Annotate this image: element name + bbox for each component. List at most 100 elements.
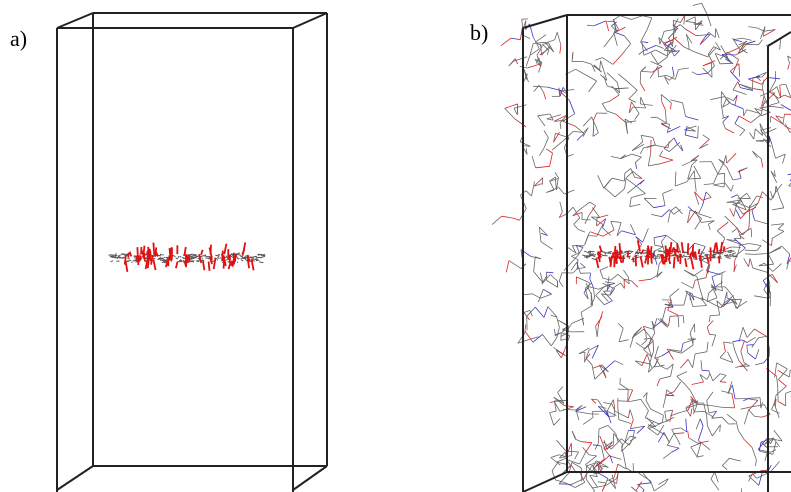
solvent-bond (742, 37, 752, 41)
solvent-bond (617, 323, 624, 329)
solvent-bond (533, 177, 543, 187)
sheet-bond (260, 254, 266, 257)
sheet-bond (182, 260, 186, 263)
simulation-box-a (56, 12, 328, 492)
solvent-bond (771, 273, 778, 284)
sheet-bond (175, 257, 179, 260)
solvent-bond (573, 217, 581, 225)
solvent-bond (695, 210, 702, 223)
solvent-bond (593, 364, 603, 369)
solvent-bond (722, 115, 729, 123)
solvent-bond (605, 444, 614, 450)
solvent-bond (739, 83, 754, 90)
solvent-bond (743, 439, 753, 448)
solvent-bond (556, 327, 560, 338)
solvent-bond (664, 76, 670, 81)
solvent-bond (751, 404, 765, 408)
solvent-bond (606, 72, 618, 83)
solvent-bond (611, 21, 617, 27)
solvent-bond (675, 181, 688, 187)
solvent-bond (573, 224, 579, 230)
solvent-bond (542, 42, 549, 45)
sheet-bond (252, 256, 255, 259)
solvent-bond (748, 409, 755, 417)
sheet-bond (255, 259, 260, 261)
solvent-bond (716, 230, 726, 239)
solvent-bond (609, 94, 620, 102)
solvent-bond (685, 21, 696, 24)
solvent-bond (636, 179, 645, 186)
sheet-bond (113, 254, 118, 257)
solvent-bond (583, 292, 589, 300)
solvent-bond (529, 43, 534, 56)
solvent-bond (732, 81, 739, 91)
solvent-bond (543, 137, 549, 149)
solvent-bond (660, 122, 671, 130)
solvent-bond (595, 458, 605, 468)
solvent-bond (645, 392, 648, 401)
oxygen-group (246, 254, 251, 262)
solvent-bond (581, 441, 592, 444)
solvent-bond (603, 441, 612, 450)
oxygen-group (613, 245, 617, 255)
solvent-bond (547, 86, 562, 91)
oxygen-group (147, 246, 152, 259)
solvent-bond (571, 255, 579, 261)
solvent-bond (631, 141, 643, 152)
oxygen-group (230, 260, 234, 266)
solvent-bond (595, 57, 603, 61)
solvent-bond (671, 66, 675, 77)
solvent-bond (786, 260, 790, 270)
solvent-bond (603, 441, 613, 449)
solvent-bond (491, 215, 502, 225)
solvent-bond (628, 106, 634, 114)
solvent-bond (678, 409, 689, 414)
solvent-bond (732, 339, 742, 343)
solvent-bond (740, 406, 752, 410)
solvent-bond (575, 245, 580, 253)
sheet-bond (241, 259, 244, 262)
solvent-bond (708, 32, 716, 38)
solvent-bond (624, 177, 627, 189)
solvent-bond (538, 62, 543, 73)
solvent-bond (734, 247, 746, 257)
solvent-bond (700, 290, 704, 300)
solvent-bond (785, 126, 791, 130)
solvent-bond (681, 281, 694, 289)
solvent-bond (721, 115, 729, 119)
solvent-bond (607, 85, 617, 90)
solvent-bond (694, 180, 697, 192)
solvent-bond (777, 400, 786, 407)
solvent-bond (730, 70, 741, 82)
solvent-bond (659, 318, 669, 327)
solvent-bond (706, 320, 714, 328)
sheet-bond (729, 253, 732, 256)
sheet-bond (700, 255, 704, 258)
solvent-bond (759, 105, 772, 109)
solvent-bond (628, 101, 632, 113)
solvent-bond (619, 383, 629, 390)
sheet-bond (236, 261, 239, 263)
solvent-bond (500, 37, 512, 46)
solvent-bond (616, 82, 621, 93)
solvent-bond (627, 389, 634, 403)
solvent-bond (555, 349, 562, 359)
solvent-bond (689, 332, 694, 344)
solvent-bond (513, 108, 518, 115)
solvent-bond (587, 235, 597, 237)
solvent-bond (706, 341, 709, 352)
solvent-bond (775, 183, 783, 193)
solvent-bond (773, 403, 780, 419)
solvent-bond (632, 170, 643, 179)
solvent-bond (764, 29, 776, 32)
oxygen-group (124, 261, 129, 273)
solvent-bond (670, 99, 683, 104)
sheet-bond (190, 256, 193, 259)
solvent-bond (696, 276, 701, 291)
solvent-bond (559, 122, 562, 129)
solvent-bond (609, 288, 613, 296)
solvent-bond (550, 337, 558, 347)
solvent-bond (560, 349, 566, 359)
sheet-bond (589, 254, 594, 257)
solvent-bond (601, 293, 609, 302)
